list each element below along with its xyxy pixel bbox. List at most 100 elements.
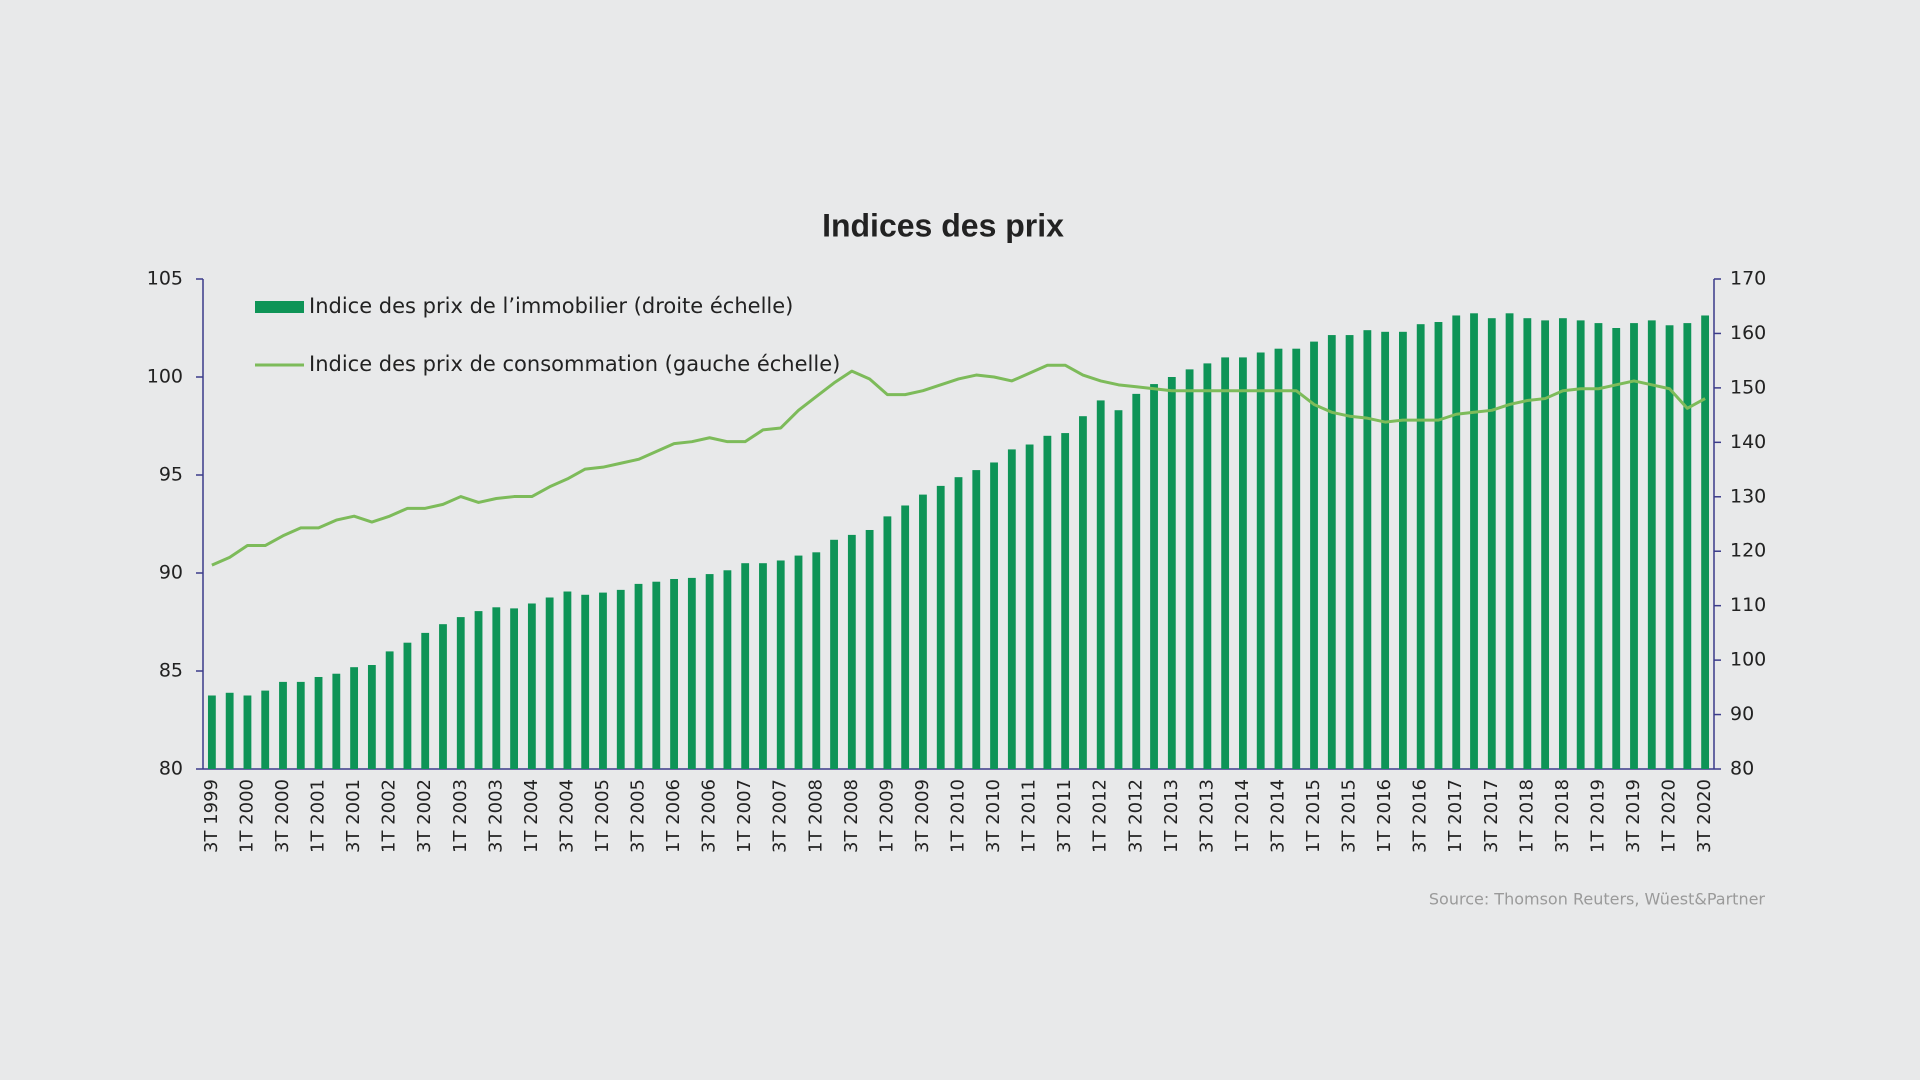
bar bbox=[1327, 335, 1336, 769]
bar bbox=[243, 695, 252, 769]
bar bbox=[1363, 330, 1372, 769]
bar bbox=[1292, 348, 1301, 769]
bar bbox=[510, 608, 518, 769]
bar bbox=[350, 667, 359, 769]
bar bbox=[421, 632, 430, 769]
bar bbox=[759, 563, 767, 769]
bar bbox=[1043, 435, 1052, 769]
y2-tick-label: 140 bbox=[1730, 431, 1766, 453]
x-tick-label: 1T 2000 bbox=[236, 779, 257, 853]
bar bbox=[1025, 444, 1034, 769]
bar bbox=[1150, 384, 1158, 769]
bar bbox=[1203, 363, 1212, 769]
legend-label: Indice des prix de l’immobilier (droite … bbox=[309, 294, 793, 318]
bar bbox=[919, 494, 927, 769]
bar bbox=[367, 665, 376, 769]
legend-swatch bbox=[255, 301, 304, 313]
bar bbox=[1096, 400, 1105, 769]
x-tick-label: 3T 2005 bbox=[628, 779, 649, 853]
x-tick-label: 1T 2017 bbox=[1445, 779, 1466, 853]
x-tick-label: 1T 2001 bbox=[308, 779, 329, 853]
x-tick-label: 1T 2011 bbox=[1019, 779, 1040, 853]
x-tick-label: 1T 2004 bbox=[521, 779, 542, 853]
x-tick-label: 1T 2018 bbox=[1516, 779, 1537, 853]
x-tick-label: 1T 2005 bbox=[592, 779, 613, 853]
bar bbox=[1079, 416, 1087, 769]
bar bbox=[545, 597, 554, 769]
bar bbox=[812, 552, 821, 769]
bar bbox=[1505, 313, 1514, 769]
bar bbox=[1647, 320, 1656, 769]
y-tick-label: 85 bbox=[159, 660, 183, 682]
legend-label: Indice des prix de consommation (gauche … bbox=[309, 352, 840, 376]
bar bbox=[1007, 449, 1016, 769]
x-tick-label: 3T 2001 bbox=[343, 779, 364, 853]
x-tick-label: 3T 2017 bbox=[1481, 779, 1502, 853]
bar bbox=[1541, 320, 1550, 769]
bar bbox=[385, 651, 394, 769]
y-tick-label: 80 bbox=[159, 758, 183, 780]
bar bbox=[1256, 352, 1265, 769]
bar bbox=[492, 607, 501, 769]
x-tick-label: 3T 2013 bbox=[1196, 779, 1217, 853]
x-tick-label: 1T 2003 bbox=[450, 779, 471, 853]
bar bbox=[865, 529, 874, 769]
bar bbox=[563, 591, 572, 769]
bar bbox=[1470, 313, 1478, 769]
bar bbox=[581, 594, 590, 769]
x-tick-label: 1T 2006 bbox=[663, 779, 684, 853]
x-tick-label: 3T 2014 bbox=[1267, 779, 1288, 853]
line-series bbox=[211, 363, 1706, 567]
x-tick-label: 3T 2010 bbox=[983, 779, 1004, 853]
bar bbox=[687, 577, 696, 769]
bar bbox=[1221, 357, 1230, 769]
bar bbox=[936, 485, 945, 769]
bar bbox=[1665, 325, 1674, 769]
bar bbox=[332, 673, 341, 769]
y2-tick-label: 150 bbox=[1730, 376, 1766, 398]
bar bbox=[1576, 320, 1585, 769]
bar bbox=[1310, 341, 1318, 769]
bar bbox=[1612, 328, 1621, 769]
bar bbox=[474, 611, 483, 769]
bar bbox=[1132, 393, 1141, 769]
bar bbox=[1487, 318, 1496, 769]
bar bbox=[1274, 348, 1283, 769]
bar bbox=[723, 570, 732, 769]
y2-tick-label: 170 bbox=[1730, 268, 1766, 290]
x-tick-label: 3T 2004 bbox=[556, 779, 577, 853]
x-tick-label: 3T 2011 bbox=[1054, 779, 1075, 853]
x-tick-label: 3T 2006 bbox=[699, 779, 720, 853]
bar bbox=[634, 583, 643, 769]
x-tick-label: 3T 1999 bbox=[201, 779, 222, 853]
x-tick-label: 1T 2009 bbox=[876, 779, 897, 853]
bar bbox=[1558, 318, 1567, 769]
x-tick-label: 3T 2012 bbox=[1125, 779, 1146, 853]
bar bbox=[207, 695, 216, 769]
bar bbox=[1416, 324, 1425, 769]
x-tick-label: 1T 2007 bbox=[734, 779, 755, 853]
x-tick-label: 3T 2019 bbox=[1623, 779, 1644, 853]
bar bbox=[1701, 315, 1710, 769]
y-tick-label: 105 bbox=[147, 268, 183, 290]
source-note: Source: Thomson Reuters, Wüest&Partner bbox=[1429, 890, 1766, 909]
bar bbox=[847, 534, 856, 769]
bar bbox=[616, 589, 625, 769]
y2-tick-label: 110 bbox=[1730, 594, 1766, 616]
x-tick-label: 1T 2020 bbox=[1659, 779, 1680, 853]
x-tick-label: 3T 2020 bbox=[1694, 779, 1715, 853]
bar bbox=[1630, 323, 1638, 769]
x-tick-label: 3T 2002 bbox=[414, 779, 435, 853]
x-tick-label: 1T 2015 bbox=[1303, 779, 1324, 853]
bar bbox=[314, 676, 323, 769]
bar bbox=[1381, 331, 1390, 769]
x-tick-label: 1T 2012 bbox=[1090, 779, 1111, 853]
x-tick-label: 1T 2016 bbox=[1374, 779, 1395, 853]
bar bbox=[1185, 369, 1194, 769]
bar bbox=[794, 555, 803, 769]
bar bbox=[1061, 433, 1070, 769]
bar bbox=[741, 563, 750, 769]
bar bbox=[439, 624, 447, 769]
bar bbox=[1523, 318, 1532, 769]
